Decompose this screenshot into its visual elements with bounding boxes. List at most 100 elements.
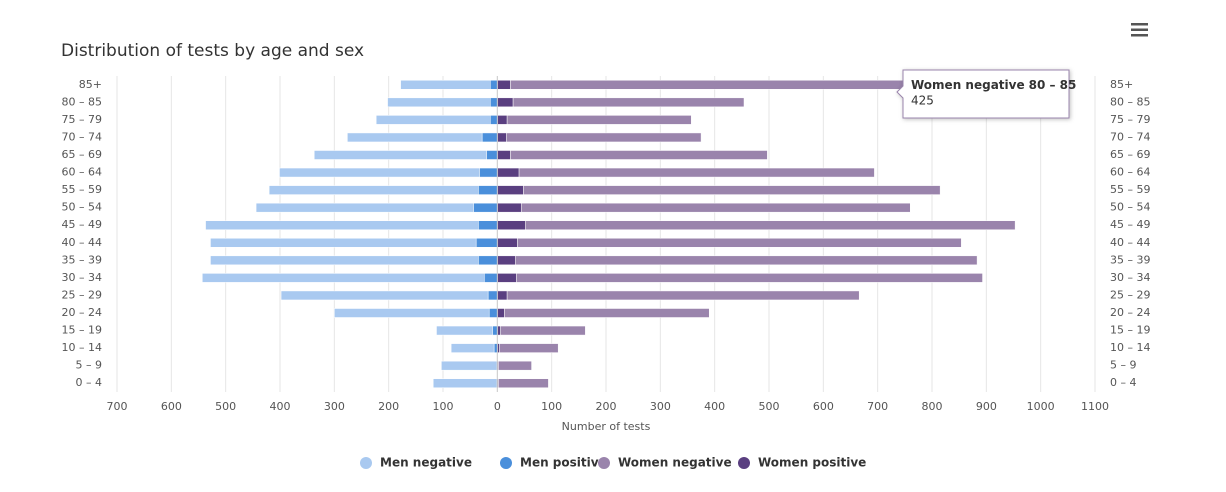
y-tick-label: 30 – 34	[1110, 271, 1151, 284]
bar	[500, 325, 586, 336]
tooltip-box	[896, 69, 1070, 119]
menu-bar	[1131, 28, 1148, 31]
bar	[517, 238, 962, 248]
bar	[478, 185, 498, 195]
y-tick-label: 25 – 29	[1110, 288, 1151, 301]
legend-label: Men positive	[520, 456, 607, 470]
bar	[497, 97, 514, 108]
menu-bar	[1131, 34, 1148, 37]
bar	[334, 308, 490, 318]
y-tick-label: 75 – 79	[1110, 113, 1151, 126]
menu-button[interactable]	[1131, 23, 1148, 37]
bar	[313, 150, 487, 160]
legend-symbol	[738, 457, 750, 469]
x-tick-label: 600	[813, 400, 834, 413]
bar	[497, 167, 520, 178]
bar	[432, 378, 497, 388]
bar	[497, 80, 511, 90]
chart-title: Distribution of tests by age and sex	[61, 41, 364, 61]
y-tick-label: 85+	[1110, 78, 1133, 91]
bar	[497, 132, 507, 143]
bar	[512, 97, 745, 108]
legend-item[interactable]: Women negative	[598, 456, 732, 470]
bar	[202, 273, 485, 283]
legend-item[interactable]: Men negative	[360, 456, 472, 470]
bar	[520, 202, 911, 213]
legend: Men negative Men positive Women negative Wo…	[360, 456, 866, 470]
y-tick-label: 65 – 69	[1110, 148, 1151, 161]
bar	[497, 273, 517, 283]
y-tick-label: 70 – 74	[1110, 130, 1151, 143]
bar	[497, 185, 524, 195]
y-tick-label: 60 – 64	[1110, 166, 1151, 179]
x-tick-label: 600	[161, 400, 182, 413]
y-tick-label: 60 – 64	[62, 166, 103, 179]
bar	[506, 115, 692, 125]
y-tick-label: 0 – 4	[1110, 376, 1137, 389]
y-tick-label: 40 – 44	[62, 236, 103, 249]
bar	[387, 97, 491, 108]
y-tick-label: 55 – 59	[62, 183, 103, 196]
x-axis-title: Number of tests	[562, 420, 651, 433]
bar	[490, 80, 498, 90]
y-tick-label: 10 – 14	[1110, 341, 1151, 354]
x-tick-label: 700	[867, 400, 888, 413]
bar	[518, 167, 875, 178]
x-tick-label: 800	[922, 400, 943, 413]
bar	[486, 150, 498, 160]
bar	[516, 273, 983, 283]
bar	[497, 115, 508, 125]
bar	[497, 255, 516, 266]
x-tick-label: 700	[107, 400, 128, 413]
y-tick-label: 50 – 54	[1110, 201, 1151, 214]
y-tick-label: 80 – 85	[62, 95, 103, 108]
y-tick-label: 5 – 9	[76, 359, 103, 372]
y-tick-label: 35 – 39	[1110, 253, 1151, 266]
bar	[436, 325, 493, 336]
bar	[510, 80, 924, 90]
bar	[490, 115, 498, 125]
x-tick-label: 500	[759, 400, 780, 413]
y-tick-label: 75 – 79	[62, 113, 103, 126]
bar	[497, 238, 518, 248]
x-tick-label: 300	[650, 400, 671, 413]
x-tick-label: 100	[433, 400, 454, 413]
y-tick-label: 85+	[79, 78, 102, 91]
x-tick-label: 400	[270, 400, 291, 413]
x-tick-label: 1000	[1027, 400, 1055, 413]
x-tick-label: 400	[704, 400, 725, 413]
bar	[441, 360, 497, 371]
bar	[515, 255, 978, 266]
y-tick-label: 15 – 19	[1110, 324, 1151, 337]
bar	[506, 132, 702, 143]
y-tick-label: 5 – 9	[1110, 359, 1137, 372]
bar	[498, 378, 549, 388]
bar	[523, 185, 941, 195]
legend-item[interactable]: Men positive	[500, 456, 607, 470]
y-tick-label: 20 – 24	[62, 306, 103, 319]
bar	[255, 202, 474, 213]
y-tick-label: 50 – 54	[62, 201, 103, 214]
bar	[479, 167, 498, 178]
bar	[450, 343, 495, 353]
bar	[478, 255, 498, 266]
bar	[504, 308, 710, 318]
legend-label: Men negative	[380, 456, 472, 470]
legend-item[interactable]: Women positive	[738, 456, 866, 470]
bar	[347, 132, 483, 143]
bar	[497, 308, 505, 318]
y-tick-label: 70 – 74	[62, 130, 103, 143]
bar	[484, 273, 498, 283]
tooltip-series: Women negative	[911, 78, 1025, 92]
bar	[400, 80, 491, 90]
bar	[499, 343, 559, 353]
bar	[375, 115, 491, 125]
legend-label: Women positive	[758, 456, 866, 470]
y-tick-label: 80 – 85	[1110, 95, 1151, 108]
bar	[473, 202, 498, 213]
y-tick-label: 10 – 14	[62, 341, 103, 354]
y-tick-label: 45 – 49	[62, 218, 103, 231]
menu-bar	[1131, 23, 1148, 26]
x-tick-label: 200	[378, 400, 399, 413]
